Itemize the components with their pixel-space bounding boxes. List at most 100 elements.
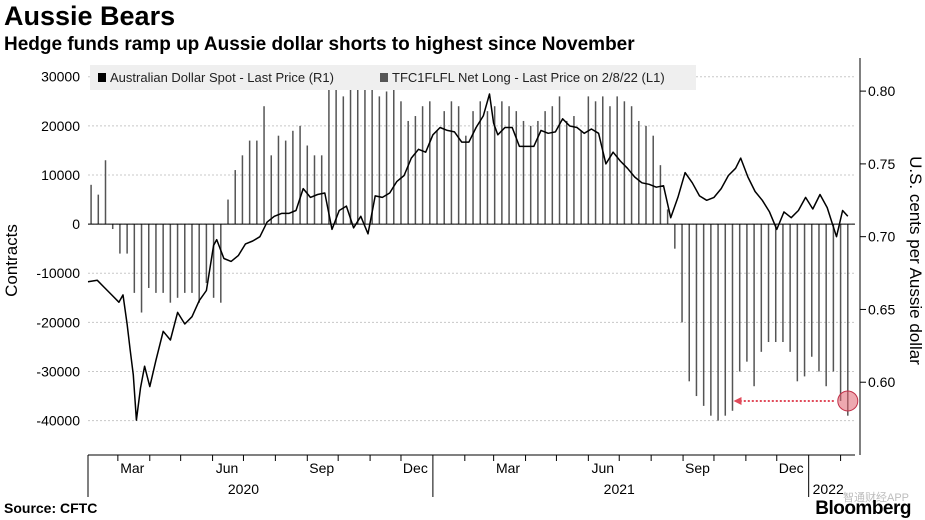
net-long-bar: [349, 76, 352, 225]
net-long-bar: [738, 224, 741, 372]
net-long-bar: [847, 224, 849, 416]
legend-label: Australian Dollar Spot - Last Price (R1): [110, 70, 334, 85]
left-tick-label: -10000: [36, 265, 80, 281]
left-axis-title: Contracts: [2, 224, 21, 297]
x-month-label: Jun: [216, 460, 239, 476]
net-long-bar: [544, 111, 546, 225]
net-long-bar: [630, 106, 633, 225]
left-tick-label: -20000: [36, 314, 80, 330]
source-note: Source: CFTC: [4, 500, 98, 516]
net-long-bar: [645, 125, 647, 225]
net-long-bar: [385, 91, 388, 225]
x-month-label: Dec: [779, 460, 804, 476]
net-long-bar: [515, 111, 518, 225]
net-long-bar: [436, 130, 438, 225]
legend-swatch: [380, 73, 388, 82]
right-axis-title: U.S. cents per Aussie dollar: [906, 156, 925, 365]
net-long-bar: [465, 135, 467, 225]
net-long-bar: [529, 125, 532, 225]
x-month-label: Mar: [496, 460, 520, 476]
net-long-bar: [90, 184, 92, 225]
net-long-bar: [782, 224, 784, 343]
net-long-bar: [818, 224, 820, 372]
net-long-bar: [825, 224, 827, 387]
net-long-bar: [284, 140, 287, 225]
highlight-circle: [837, 390, 859, 412]
net-long-bar: [212, 224, 215, 298]
net-long-bar: [501, 101, 503, 225]
net-long-bar: [162, 224, 164, 293]
net-long-bar: [299, 125, 301, 225]
net-long-bar: [198, 224, 200, 303]
net-long-bar: [421, 106, 424, 225]
net-long-bar: [551, 106, 554, 225]
right-tick-label: 0.80: [868, 83, 895, 99]
x-year-label: 2022: [813, 481, 844, 497]
net-long-bar: [472, 111, 474, 225]
net-long-bar: [320, 155, 323, 225]
net-long-bar: [457, 106, 460, 225]
net-long-bar: [104, 160, 107, 225]
net-long-bar: [674, 224, 676, 249]
net-long-bar: [97, 194, 100, 225]
net-long-bar: [731, 224, 734, 411]
right-tick-label: 0.75: [868, 156, 895, 172]
net-long-bar: [306, 145, 309, 225]
x-month-label: Jun: [591, 460, 614, 476]
net-long-bar: [342, 96, 345, 225]
net-long-bar: [710, 224, 712, 416]
right-tick-label: 0.65: [868, 301, 895, 317]
net-long-bar: [133, 224, 136, 293]
net-long-bar: [659, 165, 662, 225]
net-long-bar: [666, 209, 669, 225]
net-long-bar: [594, 101, 597, 225]
x-month-label: Mar: [120, 460, 144, 476]
chart-title: Aussie Bears: [4, 1, 176, 31]
net-long-bar: [803, 224, 806, 377]
net-long-bar: [393, 76, 395, 225]
net-long-bar: [565, 120, 568, 225]
x-year-label: 2021: [604, 481, 635, 497]
net-long-bar: [126, 224, 128, 254]
net-long-bar: [602, 96, 604, 225]
net-long-bar: [292, 130, 294, 225]
net-long-bar: [328, 86, 330, 225]
net-long-bar: [811, 224, 813, 357]
net-long-bar: [169, 224, 172, 303]
net-long-bar: [277, 135, 280, 225]
net-long-bar: [176, 224, 179, 298]
net-long-bar: [364, 86, 366, 225]
legend-label: TFC1FLFL Net Long - Last Price on 2/8/22…: [392, 70, 665, 85]
net-long-bar: [537, 120, 539, 225]
net-long-bar: [400, 101, 402, 225]
left-tick-label: -30000: [36, 363, 80, 379]
net-long-bar: [760, 224, 763, 352]
net-long-bar: [443, 111, 445, 225]
left-tick-label: 20000: [41, 118, 80, 134]
left-tick-label: 10000: [41, 167, 80, 183]
net-long-bar: [155, 224, 157, 293]
net-long-bar: [839, 224, 842, 401]
net-long-bar: [702, 224, 705, 406]
net-long-bar: [184, 224, 186, 293]
net-long-bar: [832, 224, 835, 372]
net-long-bar: [147, 224, 150, 288]
net-long-bar: [587, 96, 590, 225]
net-long-bar: [623, 101, 626, 225]
net-long-bar: [652, 135, 654, 225]
legend-box: [90, 65, 696, 90]
net-long-bar: [609, 106, 611, 225]
net-long-bar: [486, 111, 489, 225]
net-long-bar: [493, 106, 496, 225]
net-long-bar: [717, 224, 719, 421]
net-long-bar: [558, 96, 561, 225]
net-long-bar: [789, 224, 791, 352]
left-tick-label: 0: [72, 216, 80, 232]
net-long-bar: [205, 224, 208, 284]
x-month-label: Sep: [685, 460, 710, 476]
x-year-label: 2020: [228, 481, 259, 497]
net-long-bar: [695, 224, 698, 397]
net-long-bar: [688, 224, 690, 382]
net-long-bar: [450, 101, 453, 225]
